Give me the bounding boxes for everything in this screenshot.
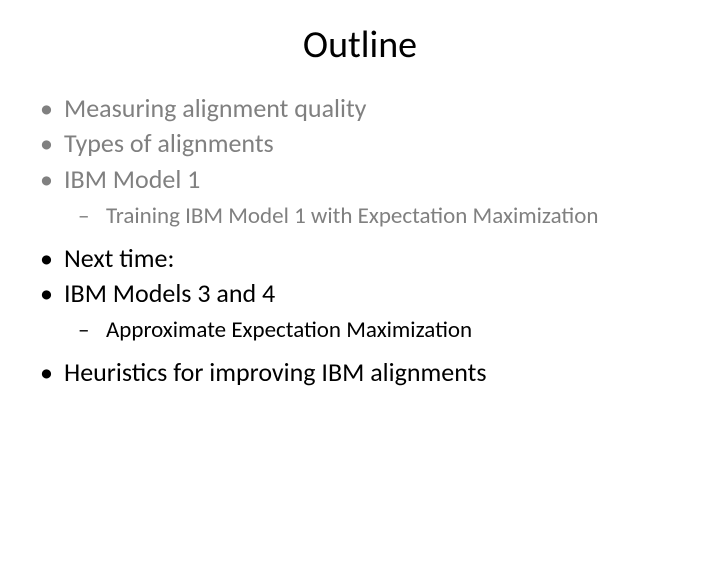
sub-bullet-list: Training IBM Model 1 with Expectation Ma… — [64, 202, 700, 232]
bullet-item-1: Measuring alignment quality — [38, 92, 700, 125]
bullet-item-3: IBM Model 1 Training IBM Model 1 with Ex… — [38, 163, 700, 232]
sub-bullet-text: Training IBM Model 1 with Expectation Ma… — [106, 202, 598, 230]
slide: Outline Measuring alignment quality Type… — [0, 22, 720, 562]
bullet-text: Next time: — [64, 242, 174, 274]
bullet-item-5: IBM Models 3 and 4 Approximate Expectati… — [38, 277, 700, 346]
bullet-text: Heuristics for improving IBM alignments — [64, 356, 487, 388]
bullet-text: Types of alignments — [64, 127, 274, 159]
sub-bullet-item: Training IBM Model 1 with Expectation Ma… — [78, 202, 700, 232]
bullet-item-6: Heuristics for improving IBM alignments — [38, 356, 700, 389]
bullet-text: IBM Models 3 and 4 — [64, 277, 275, 309]
slide-body: Measuring alignment quality Types of ali… — [0, 92, 720, 389]
bullet-text: IBM Model 1 — [64, 163, 200, 195]
bullet-item-4: Next time: — [38, 242, 700, 275]
bullet-item-2: Types of alignments — [38, 127, 700, 160]
sub-bullet-item: Approximate Expectation Maximization — [78, 316, 700, 346]
bullet-list: Measuring alignment quality Types of ali… — [38, 92, 700, 389]
sub-bullet-list: Approximate Expectation Maximization — [64, 316, 700, 346]
bullet-text: Measuring alignment quality — [64, 92, 366, 124]
slide-title: Outline — [0, 22, 720, 68]
sub-bullet-text: Approximate Expectation Maximization — [106, 316, 472, 344]
